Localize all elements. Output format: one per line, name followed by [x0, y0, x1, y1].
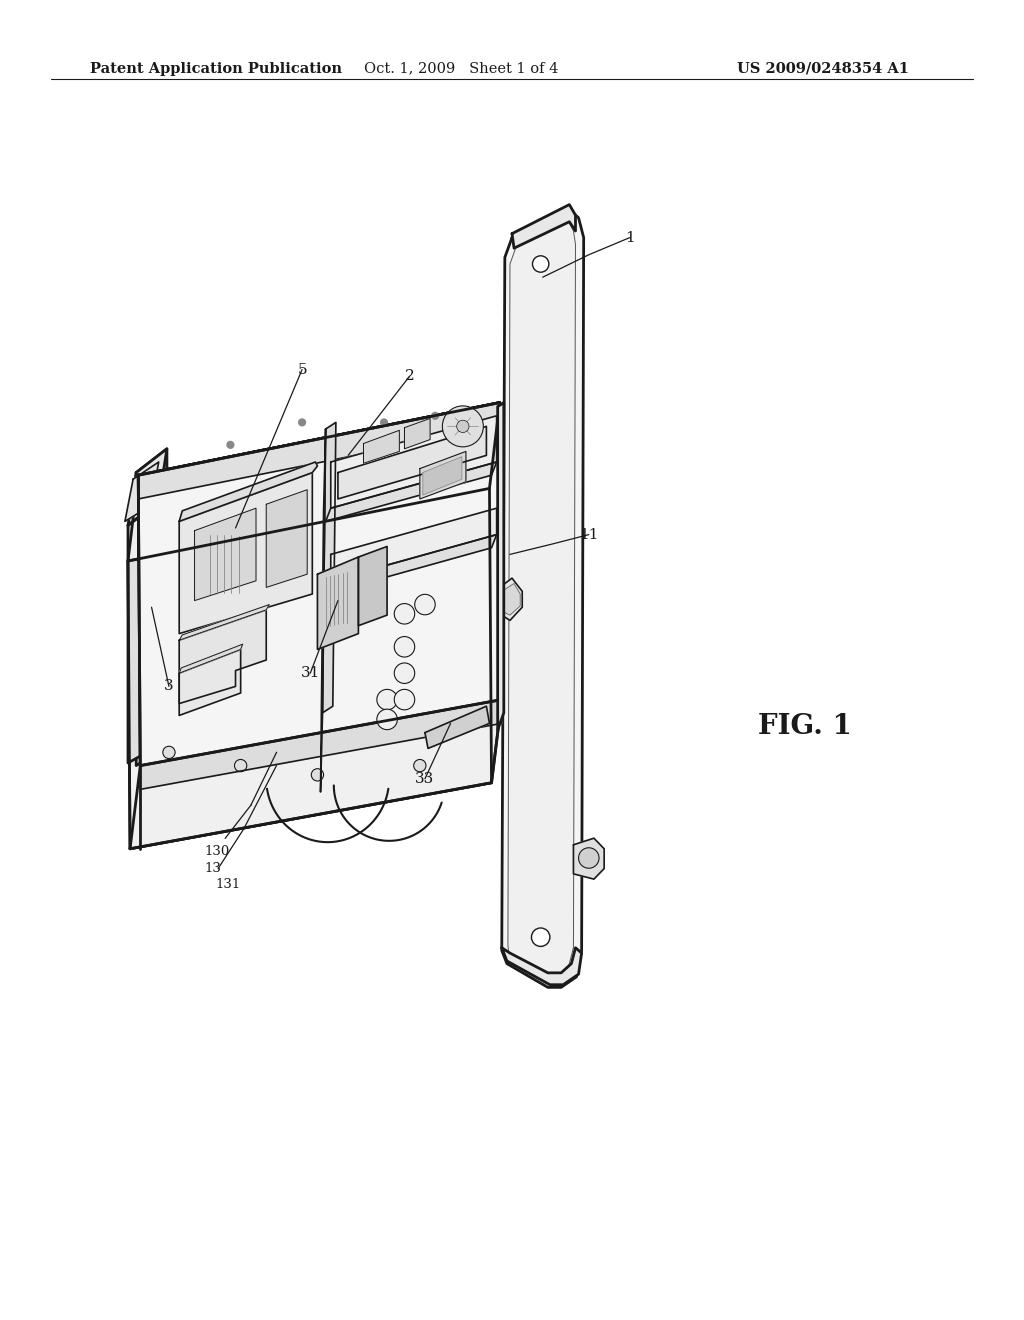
- Polygon shape: [331, 416, 497, 508]
- Polygon shape: [125, 462, 159, 521]
- Text: 31: 31: [301, 667, 319, 680]
- Text: Patent Application Publication: Patent Application Publication: [90, 62, 342, 75]
- Polygon shape: [323, 422, 336, 713]
- Circle shape: [226, 441, 234, 449]
- Circle shape: [234, 759, 247, 772]
- Polygon shape: [512, 205, 575, 248]
- Polygon shape: [128, 488, 492, 849]
- Polygon shape: [425, 706, 489, 748]
- Polygon shape: [179, 649, 241, 715]
- Circle shape: [414, 759, 426, 772]
- Circle shape: [380, 418, 388, 426]
- Polygon shape: [358, 546, 387, 626]
- Text: FIG. 1: FIG. 1: [758, 713, 852, 739]
- Text: US 2009/0248354 A1: US 2009/0248354 A1: [737, 62, 909, 75]
- Polygon shape: [573, 838, 604, 879]
- Polygon shape: [331, 508, 497, 581]
- Polygon shape: [404, 418, 430, 449]
- Polygon shape: [266, 490, 307, 587]
- Circle shape: [377, 689, 397, 710]
- Polygon shape: [179, 610, 266, 704]
- Circle shape: [415, 594, 435, 615]
- Polygon shape: [179, 644, 243, 673]
- Text: 33: 33: [416, 772, 434, 785]
- Polygon shape: [140, 700, 502, 789]
- Text: 13: 13: [205, 862, 221, 875]
- Text: 130: 130: [205, 845, 230, 858]
- Polygon shape: [423, 457, 462, 495]
- Circle shape: [298, 418, 306, 426]
- Circle shape: [311, 768, 324, 781]
- Polygon shape: [130, 700, 502, 849]
- Circle shape: [394, 663, 415, 684]
- Text: 131: 131: [215, 878, 241, 891]
- Circle shape: [394, 689, 415, 710]
- Polygon shape: [502, 209, 584, 987]
- Circle shape: [431, 412, 439, 420]
- Polygon shape: [498, 403, 504, 730]
- Circle shape: [394, 603, 415, 624]
- Polygon shape: [136, 449, 167, 766]
- Polygon shape: [502, 948, 582, 985]
- Polygon shape: [138, 403, 502, 766]
- Polygon shape: [179, 462, 317, 521]
- Text: 3: 3: [164, 680, 174, 693]
- Polygon shape: [179, 473, 312, 634]
- Circle shape: [532, 256, 549, 272]
- Polygon shape: [195, 508, 256, 601]
- Polygon shape: [179, 605, 269, 640]
- Circle shape: [442, 405, 483, 447]
- Polygon shape: [138, 403, 502, 766]
- Text: 2: 2: [404, 370, 415, 383]
- Polygon shape: [500, 578, 522, 620]
- Polygon shape: [128, 502, 159, 763]
- Polygon shape: [317, 557, 358, 649]
- Circle shape: [377, 709, 397, 730]
- Text: 11: 11: [579, 528, 599, 541]
- Polygon shape: [338, 426, 486, 499]
- Circle shape: [579, 847, 599, 869]
- Circle shape: [457, 420, 469, 433]
- Polygon shape: [138, 403, 502, 766]
- Polygon shape: [364, 430, 399, 463]
- Polygon shape: [502, 583, 520, 615]
- Circle shape: [163, 746, 175, 759]
- Polygon shape: [420, 451, 466, 499]
- Polygon shape: [326, 462, 497, 521]
- Polygon shape: [138, 403, 500, 499]
- Text: 1: 1: [625, 231, 635, 244]
- Circle shape: [531, 928, 550, 946]
- Text: Oct. 1, 2009   Sheet 1 of 4: Oct. 1, 2009 Sheet 1 of 4: [364, 62, 558, 75]
- Polygon shape: [321, 429, 326, 792]
- Polygon shape: [326, 535, 497, 594]
- Text: 5: 5: [297, 363, 307, 376]
- Circle shape: [394, 636, 415, 657]
- Polygon shape: [508, 219, 575, 977]
- Polygon shape: [128, 403, 500, 561]
- Polygon shape: [128, 449, 167, 525]
